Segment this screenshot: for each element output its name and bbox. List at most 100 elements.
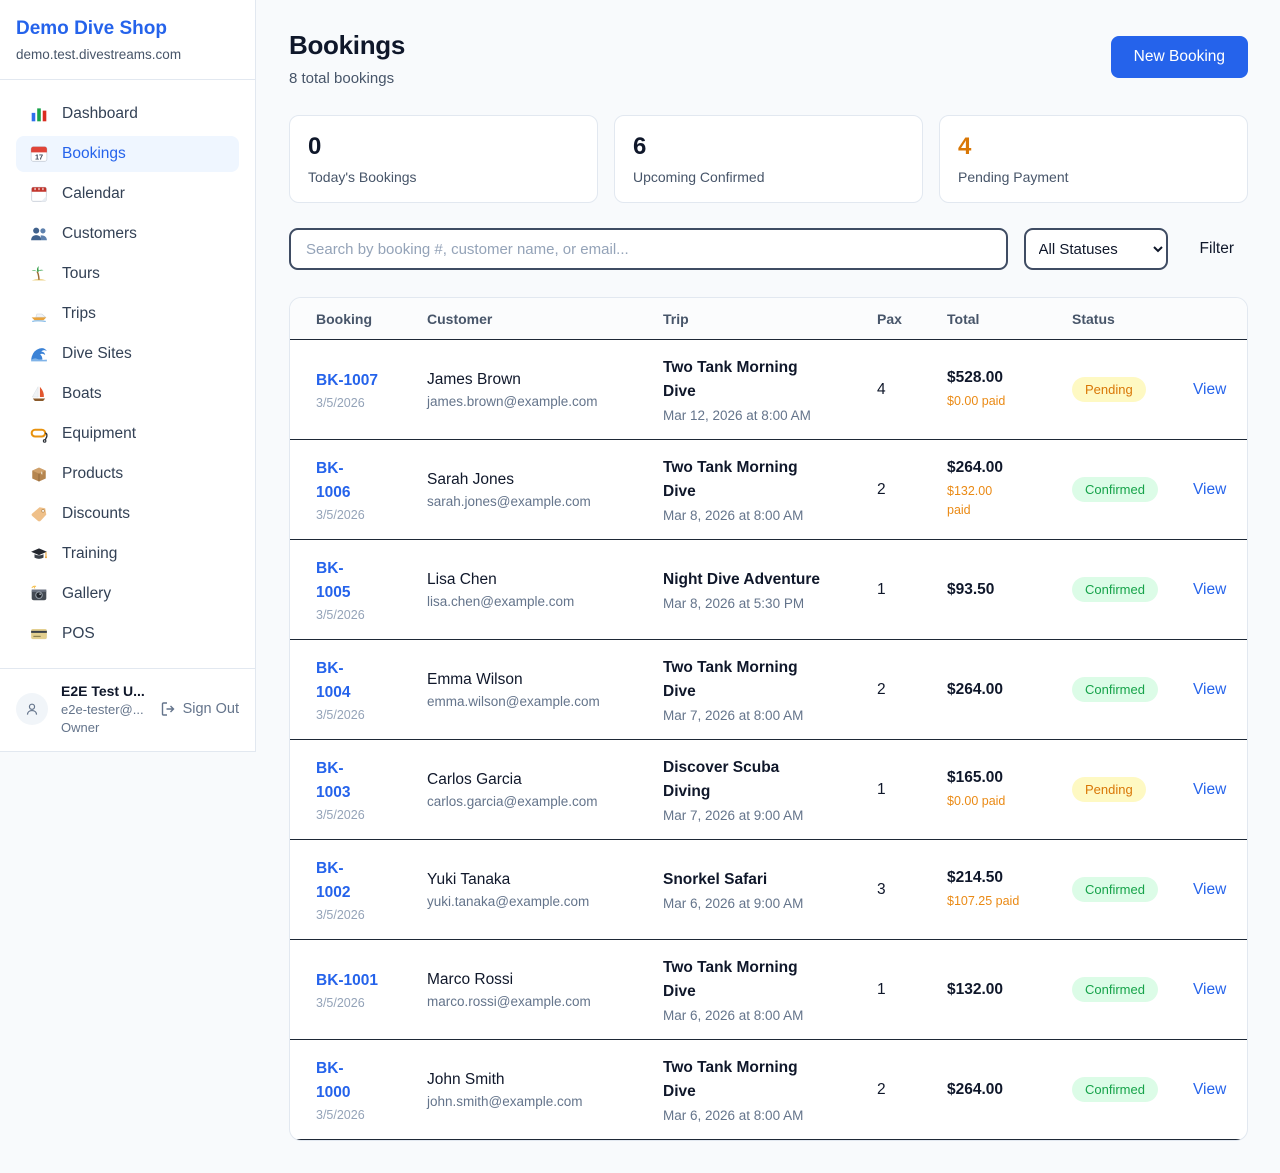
view-link[interactable]: View [1193,380,1227,398]
pax-count: 1 [877,780,886,798]
svg-text:17: 17 [35,153,43,162]
sidebar-item-label: Discounts [62,505,131,522]
view-link[interactable]: View [1193,880,1227,898]
paid-amount: $0.00 paid [947,393,1006,408]
speedboat-icon [30,305,48,323]
view-cell: View [1193,881,1226,899]
customer-cell: James Brown james.brown@example.com [427,371,663,409]
status-badge: Confirmed [1072,1077,1158,1102]
booking-id-link[interactable]: BK- 1002 [316,859,351,901]
sidebar-item-label: Training [62,545,118,562]
view-link[interactable]: View [1193,680,1227,698]
view-link[interactable]: View [1193,480,1227,498]
sidebar-item-discounts[interactable]: Discounts [16,496,239,532]
booking-id-link[interactable]: BK-1007 [316,371,379,389]
total-cell: $264.00 [947,681,1072,699]
view-link[interactable]: View [1193,1080,1227,1098]
status-filter-select[interactable]: All Statuses [1023,228,1168,270]
sidebar-item-trips[interactable]: Trips [16,296,239,332]
package-icon [30,465,48,483]
sidebar-item-label: Equipment [62,425,137,442]
status-badge: Confirmed [1072,877,1158,902]
main-content: Bookings 8 total bookings New Booking 0 … [256,0,1280,1173]
sidebar-item-dashboard[interactable]: Dashboard [16,96,239,132]
booking-id-link[interactable]: BK- 1003 [316,759,351,801]
paid-amount: $107.25 paid [947,893,1020,908]
sidebar-item-boats[interactable]: Boats [16,376,239,412]
status-badge: Confirmed [1072,677,1158,702]
booking-id-link[interactable]: BK- 1000 [316,1059,351,1101]
sidebar-item-pos[interactable]: POS [16,616,239,652]
tear-off-calendar-icon [30,185,48,203]
sidebar-item-label: Boats [62,385,102,402]
stat-value: 6 [633,133,647,160]
desert-island-icon [30,265,48,283]
status-cell: Confirmed [1072,877,1193,902]
sign-out-label: Sign Out [182,701,239,717]
trip-cell: Snorkel Safari Mar 6, 2026 at 9:00 AM [663,868,877,911]
view-cell: View [1193,981,1226,999]
pax-count: 1 [877,580,886,598]
booking-id-link[interactable]: BK- 1005 [316,559,351,601]
sidebar-item-equipment[interactable]: Equipment [16,416,239,452]
table-header-row: Booking Customer Trip Pax Total Status [290,298,1247,340]
sidebar-item-label: Calendar [62,185,125,202]
sidebar-item-gallery[interactable]: Gallery [16,576,239,612]
filter-button[interactable]: Filter [1168,240,1248,258]
sign-out-button[interactable]: Sign Out [160,701,239,717]
filter-row: All Statuses Filter [289,228,1248,270]
user-name: E2E Test U... [61,683,145,699]
new-booking-button[interactable]: New Booking [1110,36,1248,78]
shop-name: Demo Dive Shop [16,18,167,39]
user-role: Owner [61,720,100,735]
view-link[interactable]: View [1193,780,1227,798]
stat-card-upcoming-confirmed: 6 Upcoming Confirmed [614,115,923,203]
sidebar-item-dive-sites[interactable]: Dive Sites [16,336,239,372]
trip-cell: Two Tank Morning Dive Mar 8, 2026 at 8:0… [663,456,877,523]
sidebar-item-customers[interactable]: Customers [16,216,239,252]
trip-name: Night Dive Adventure [663,570,821,588]
sidebar-item-label: Customers [62,225,137,242]
booking-id-link[interactable]: BK- 1006 [316,459,351,501]
pax-count: 1 [877,980,886,998]
booking-date: 3/5/2026 [316,708,365,723]
person-icon [26,703,38,715]
trip-datetime: Mar 7, 2026 at 8:00 AM [663,708,804,724]
diving-mask-icon [30,425,48,443]
customer-cell: Sarah Jones sarah.jones@example.com [427,471,663,509]
status-badge: Confirmed [1072,577,1158,602]
customer-name: James Brown [427,370,521,388]
trip-datetime: Mar 8, 2026 at 5:30 PM [663,596,805,611]
sidebar-item-bookings[interactable]: 17 Bookings [16,136,239,172]
view-cell: View [1193,381,1226,399]
user-info: E2E Test U... e2e-tester@... Owner [61,683,145,735]
view-cell: View [1193,1081,1226,1099]
search-input[interactable] [289,228,1008,270]
booking-cell: BK-1001 3/5/2026 [316,969,427,1010]
trip-name: Two Tank Morning Dive [663,658,798,700]
sidebar-item-tours[interactable]: Tours [16,256,239,292]
booking-date: 3/5/2026 [316,508,365,523]
booking-date: 3/5/2026 [316,808,365,823]
total-amount: $165.00 [947,768,1004,786]
customer-cell: John Smith john.smith@example.com [427,1071,663,1109]
view-link[interactable]: View [1193,580,1227,598]
sidebar-item-label: Products [62,465,124,482]
booking-cell: BK- 1006 3/5/2026 [316,457,427,522]
total-amount: $214.50 [947,868,1004,886]
booking-id-link[interactable]: BK-1001 [316,971,379,989]
table-row: BK- 1002 3/5/2026 Yuki Tanaka yuki.tanak… [290,840,1247,940]
total-cell: $528.00 $0.00 paid [947,369,1072,411]
booking-id-link[interactable]: BK- 1004 [316,659,351,701]
sidebar-item-products[interactable]: Products [16,456,239,492]
status-cell: Pending [1072,377,1193,402]
column-header-customer: Customer [427,310,493,327]
sidebar-item-training[interactable]: Training [16,536,239,572]
trip-datetime: Mar 6, 2026 at 9:00 AM [663,896,804,911]
sidebar-item-calendar[interactable]: Calendar [16,176,239,212]
booking-cell: BK- 1005 3/5/2026 [316,557,427,622]
view-link[interactable]: View [1193,980,1227,998]
total-amount: $132.00 [947,980,1004,998]
total-cell: $264.00 [947,1081,1072,1099]
table-row: BK- 1006 3/5/2026 Sarah Jones sarah.jone… [290,440,1247,540]
